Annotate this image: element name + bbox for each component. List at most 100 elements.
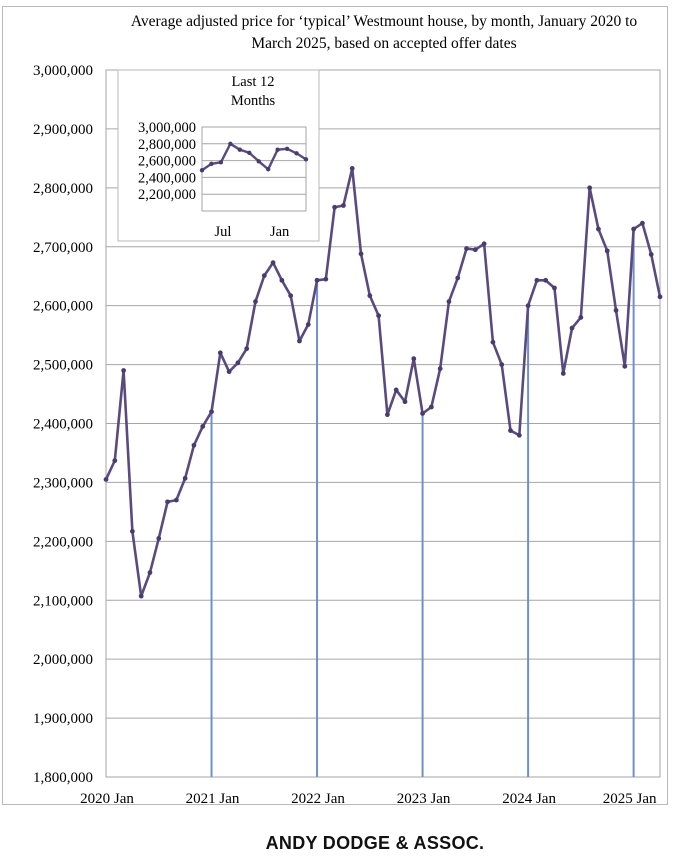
- data-point: [138, 593, 144, 599]
- series-line: [104, 167, 662, 598]
- data-point: [270, 260, 276, 266]
- data-point: [490, 339, 496, 345]
- x-tick-label: 2020 Jan: [80, 791, 134, 807]
- inset-y-tick-label: 2,800,000: [138, 137, 196, 153]
- data-point: [516, 432, 522, 438]
- inset-y-tick-label: 2,400,000: [138, 170, 196, 186]
- inset-x-axis-tick-labels: Jul Jan: [214, 224, 290, 240]
- data-point: [657, 294, 663, 300]
- data-point: [508, 428, 513, 433]
- chart-border: [2, 6, 668, 805]
- data-point: [525, 303, 531, 309]
- y-tick-label: 2,500,000: [33, 358, 93, 374]
- x-tick-label: 2025 Jan: [603, 791, 657, 807]
- data-point: [596, 226, 601, 232]
- data-point: [244, 346, 250, 352]
- y-tick-label: 2,100,000: [33, 593, 93, 609]
- inset-chart: Last 12 Months 2,200,0002,400,0002,600,0…: [117, 69, 320, 242]
- inset-x-tick-label: Jan: [270, 224, 290, 240]
- data-point: [587, 185, 593, 191]
- data-point: [314, 277, 320, 283]
- data-point: [560, 371, 566, 376]
- inset-gridlines: [201, 126, 307, 212]
- inset-data-point: [303, 157, 309, 162]
- data-point: [376, 313, 382, 319]
- data-point: [499, 362, 505, 367]
- inset-data-point: [247, 150, 252, 155]
- inset-data-point: [228, 141, 233, 146]
- data-point: [173, 497, 179, 503]
- data-point: [411, 356, 417, 362]
- data-point: [446, 299, 452, 304]
- inset-data-point: [256, 159, 261, 164]
- data-point: [534, 277, 540, 283]
- data-point: [297, 338, 302, 344]
- data-point: [428, 404, 434, 410]
- inset-data-point: [218, 160, 224, 165]
- data-point: [384, 412, 390, 418]
- data-point: [455, 275, 461, 281]
- data-point: [552, 285, 557, 291]
- data-point: [200, 424, 206, 429]
- inset-title-line-2: Months: [231, 93, 276, 109]
- data-point: [103, 477, 109, 482]
- data-point: [631, 226, 637, 232]
- data-point: [288, 293, 294, 299]
- inset-title-line-1: Last 12: [231, 74, 274, 90]
- data-point: [349, 165, 355, 171]
- data-point: [156, 535, 162, 541]
- data-point: [437, 366, 443, 372]
- inset-x-tick-label: Jul: [214, 224, 231, 240]
- data-point: [147, 570, 153, 575]
- data-point: [235, 360, 241, 366]
- inset-y-tick-label: 2,600,000: [138, 154, 196, 170]
- january-marker-lines: [210, 229, 635, 777]
- y-tick-label: 2,300,000: [33, 475, 93, 491]
- y-axis-tick-labels: 1,800,000 1,900,000 2,000,000 2,100,000 2,20…: [33, 63, 93, 786]
- inset-data-point: [209, 161, 214, 166]
- price-series: [103, 165, 663, 599]
- data-point: [604, 248, 610, 254]
- inset-y-axis-tick-labels: 2,200,0002,400,0002,600,0002,800,0003,00…: [138, 120, 196, 203]
- data-point: [464, 246, 469, 251]
- x-tick-label: 2024 Jan: [502, 791, 556, 807]
- data-point: [226, 369, 232, 375]
- y-tick-label: 2,400,000: [33, 417, 93, 433]
- data-point: [217, 350, 223, 356]
- data-point: [613, 307, 619, 313]
- y-tick-label: 1,800,000: [33, 770, 93, 786]
- inset-background: [117, 69, 320, 242]
- inset-price-series: [199, 141, 309, 173]
- data-point: [191, 442, 197, 448]
- x-axis-tick-labels: 2020 Jan 2021 Jan 2022 Jan 2023 Jan 2024 Jan…: [80, 791, 657, 807]
- chart-title-line-1: Average adjusted price for ‘typical’ Wes…: [131, 13, 637, 30]
- y-tick-label: 2,900,000: [33, 122, 93, 138]
- inset-data-point: [284, 146, 290, 152]
- data-point: [640, 220, 645, 226]
- data-point: [341, 203, 346, 208]
- data-point: [358, 251, 364, 257]
- data-point: [402, 399, 408, 405]
- data-point: [332, 204, 338, 210]
- y-tick-label: 1,900,000: [33, 711, 93, 727]
- data-point: [569, 325, 575, 331]
- footer-brand: ANDY DODGE & ASSOC.: [265, 833, 485, 853]
- data-point: [209, 409, 214, 415]
- inset-data-point: [294, 151, 299, 156]
- inset-data-point: [265, 167, 271, 172]
- x-tick-label: 2021 Jan: [186, 791, 240, 807]
- inset-data-point: [237, 147, 243, 152]
- data-point: [165, 499, 170, 505]
- y-tick-label: 2,700,000: [33, 240, 93, 256]
- y-tick-label: 2,800,000: [33, 181, 93, 197]
- data-point: [261, 273, 267, 279]
- data-point: [367, 293, 373, 299]
- data-point: [393, 387, 399, 393]
- data-point: [279, 277, 285, 283]
- data-point: [472, 247, 478, 253]
- data-point: [622, 363, 628, 369]
- inset-data-point: [275, 147, 280, 152]
- chart-title-line-2: March 2025, based on accepted offer date…: [251, 35, 516, 52]
